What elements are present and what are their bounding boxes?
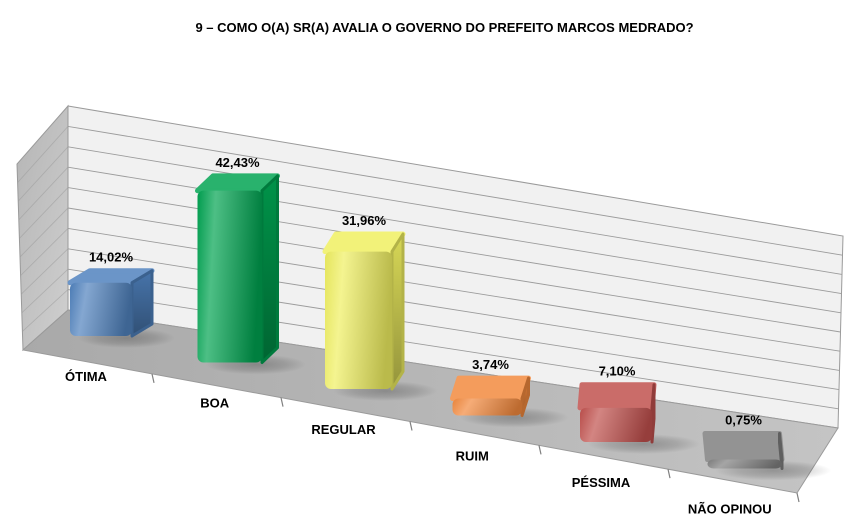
bar-otima: 14,02% ÓTIMA (65, 250, 175, 384)
bar-side-face (390, 232, 405, 391)
bar-regular: 31,96% REGULAR (311, 213, 438, 437)
bar-side-face (778, 432, 784, 470)
bar-boa: 42,43% BOA (195, 155, 307, 411)
category-axis-ticks (151, 373, 800, 503)
bar-pessima: 7,10% PÉSSIMA (572, 364, 701, 490)
category-label-nao-opinou: NÃO OPINOU (688, 502, 772, 517)
category-label-boa: BOA (200, 396, 230, 411)
value-label-nao-opinou: 0,75% (725, 413, 762, 428)
value-label-boa: 42,43% (215, 155, 260, 170)
bar-side-face (650, 383, 656, 444)
bar-ruim: 3,74% RUIM (450, 357, 569, 464)
bar-front-face (580, 407, 652, 442)
bar-top-face (322, 231, 406, 255)
bar-side-face (260, 174, 279, 364)
bar-front-face (325, 251, 392, 389)
bar-top-face (577, 382, 657, 411)
category-label-otima: ÓTIMA (65, 369, 107, 384)
bar-front-face (452, 398, 522, 416)
chart-title: 9 – COMO O(A) SR(A) AVALIA O GOVERNO DO … (195, 20, 694, 35)
bar-side-face (130, 269, 154, 338)
gridlines (17, 125, 843, 410)
value-label-otima: 14,02% (89, 250, 134, 265)
value-label-regular: 31,96% (342, 213, 387, 228)
category-label-ruim: RUIM (456, 449, 489, 464)
value-label-pessima: 7,10% (599, 364, 636, 379)
bar-front-face (70, 282, 132, 336)
bar-nao-opinou: 0,75% NÃO OPINOU (688, 413, 832, 517)
bar-side-face (520, 376, 530, 417)
category-label-regular: REGULAR (311, 422, 376, 437)
bar-top-face (450, 375, 531, 401)
category-label-pessima: PÉSSIMA (572, 475, 631, 490)
bar-top-face (702, 431, 785, 462)
value-label-ruim: 3,74% (472, 357, 509, 372)
bar-front-face (707, 459, 782, 469)
bar-front-face (197, 190, 262, 363)
